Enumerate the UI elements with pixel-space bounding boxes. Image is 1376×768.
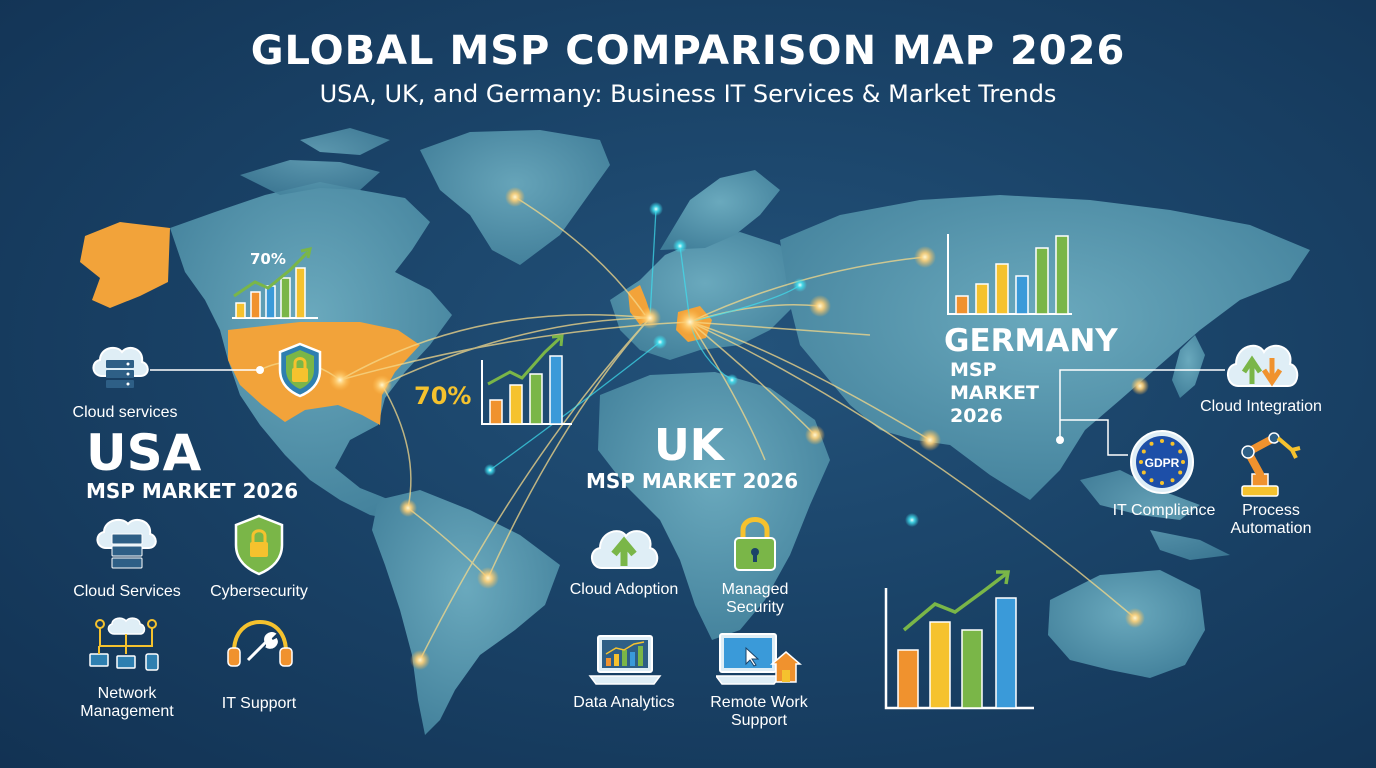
laptop-chart-icon bbox=[588, 635, 662, 685]
uk-country-title: UK bbox=[654, 420, 724, 471]
germany-market-label: MSP MARKET 2026 bbox=[950, 359, 1039, 428]
uk-service-label-cloud: Cloud Adoption bbox=[569, 581, 679, 598]
uk-chart-percent: 70% bbox=[414, 382, 472, 410]
uk-bar-chart bbox=[481, 334, 572, 425]
germany-country-title: GERMANY bbox=[944, 323, 1118, 359]
usa-service-label-security: Cybersecurity bbox=[210, 583, 308, 600]
cloud-server-icon bbox=[92, 346, 149, 388]
europe-landmass bbox=[610, 232, 800, 360]
usa-service-label-cloud: Cloud Services bbox=[73, 583, 181, 600]
germany-market-line2: MARKET bbox=[950, 382, 1039, 404]
page-subtitle: USA, UK, and Germany: Business IT Servic… bbox=[319, 80, 1057, 108]
glow-nodes bbox=[329, 187, 1149, 670]
headset-wrench-icon bbox=[227, 619, 293, 667]
asia-landmass bbox=[780, 195, 1310, 500]
usa-highlight bbox=[228, 322, 420, 425]
uk-service-label-remote: Remote Work Support bbox=[710, 694, 808, 729]
south-america-landmass bbox=[372, 490, 560, 735]
usa-service-label-support: IT Support bbox=[221, 695, 297, 712]
germany-market-line1: MSP bbox=[950, 359, 997, 381]
padlock-icon bbox=[734, 517, 776, 571]
japan-landmass bbox=[1172, 335, 1205, 398]
germany-service-label-compliance: IT Compliance bbox=[1112, 502, 1216, 519]
cloud-sync-icon bbox=[1227, 344, 1299, 387]
germany-market-line3: 2026 bbox=[950, 405, 1003, 427]
gdpr-badge-icon: GDPR bbox=[1130, 430, 1194, 494]
usa-service-label-network: Network Management bbox=[80, 685, 174, 720]
usa-chart-percent: 70% bbox=[250, 250, 286, 268]
germany-service-label-cloud: Cloud Integration bbox=[1200, 398, 1322, 415]
gdpr-badge-text: GDPR bbox=[1145, 456, 1180, 470]
scandinavia-landmass bbox=[660, 170, 780, 250]
australia-landmass bbox=[1048, 570, 1205, 678]
usa-callout-label: Cloud services bbox=[72, 404, 178, 421]
usa-country-title: USA bbox=[86, 424, 202, 482]
uk-market-label: MSP MARKET 2026 bbox=[586, 469, 799, 493]
germany-bar-chart bbox=[947, 234, 1072, 315]
usa-market-label: MSP MARKET 2026 bbox=[86, 479, 299, 503]
connection-lines bbox=[259, 196, 1136, 661]
robot-arm-icon bbox=[1241, 432, 1301, 497]
arctic-islands bbox=[240, 128, 390, 195]
germany-callout-lines bbox=[1059, 369, 1225, 456]
cloud-server-icon bbox=[96, 518, 157, 569]
alaska-highlight bbox=[80, 222, 170, 308]
shield-lock-icon bbox=[234, 514, 284, 576]
usa-shield-icon bbox=[278, 342, 322, 398]
cloud-upload-icon bbox=[591, 530, 659, 569]
laptop-home-icon bbox=[716, 633, 802, 685]
uk-service-label-analytics: Data Analytics bbox=[573, 694, 675, 711]
africa-landmass bbox=[598, 372, 830, 640]
southeast-asia-islands bbox=[1080, 470, 1230, 560]
uk-service-label-security: Managed Security bbox=[721, 581, 789, 616]
germany-service-label-automation: Process Automation bbox=[1230, 502, 1312, 537]
large-bar-chart bbox=[884, 570, 1034, 710]
usa-top-bar-chart bbox=[232, 247, 318, 319]
network-icon bbox=[89, 617, 159, 671]
page-title: GLOBAL MSP COMPARISON MAP 2026 bbox=[250, 28, 1126, 74]
